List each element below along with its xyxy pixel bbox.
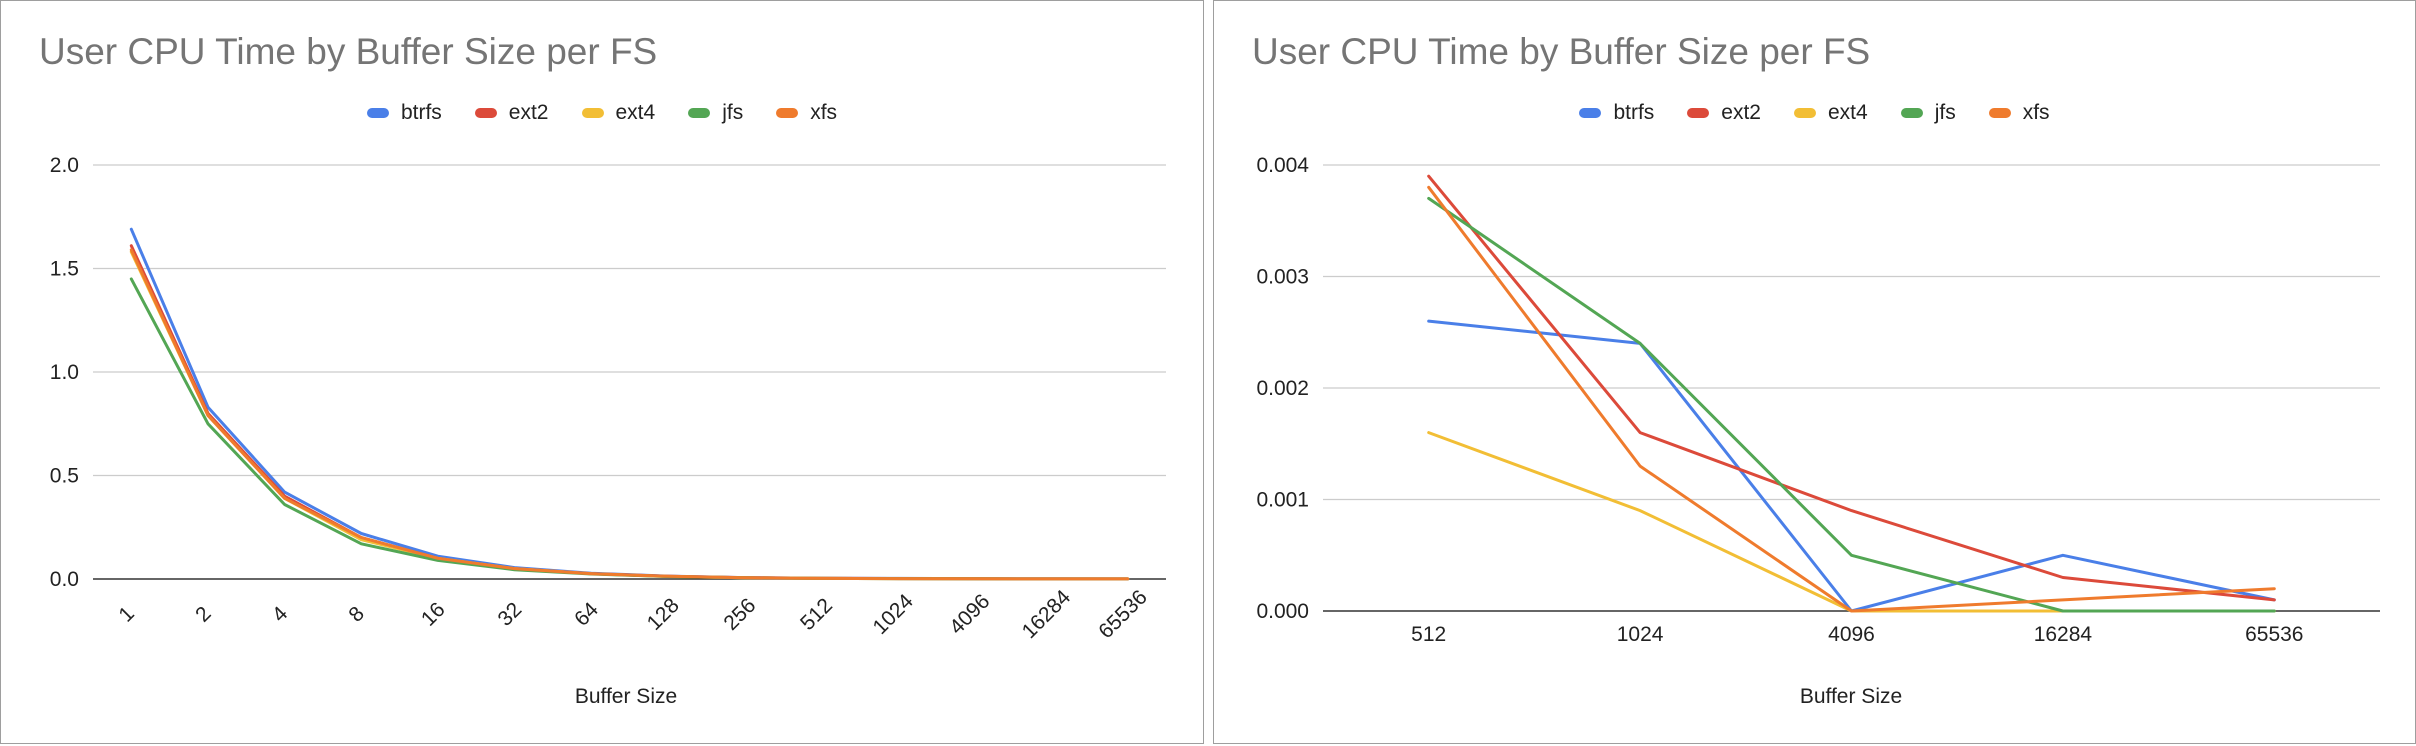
x-axis-title: Buffer Size — [1800, 685, 1902, 708]
legend-swatch — [366, 108, 389, 118]
legend-item-xfs[interactable]: xfs — [776, 101, 837, 125]
y-tick-label: 0.003 — [1256, 266, 1309, 289]
x-tick-label: 8 — [344, 602, 369, 627]
x-tick-label: 4096 — [945, 590, 994, 639]
x-tick-label: 4096 — [1828, 623, 1875, 646]
chart-panel-left: User CPU Time by Buffer Size per FS btrf… — [0, 0, 1204, 744]
x-tick-label: 512 — [1411, 623, 1446, 646]
series-line-ext2 — [129, 244, 1130, 581]
series-line-ext4 — [1427, 431, 2276, 613]
y-tick-label: 0.004 — [1256, 154, 1309, 177]
legend-label: xfs — [810, 101, 838, 124]
x-tick-label: 4 — [268, 602, 293, 627]
legend-item-xfs[interactable]: xfs — [1988, 101, 2050, 125]
x-tick-label: 16284 — [1018, 585, 1076, 643]
legend-item-btrfs[interactable]: btrfs — [366, 101, 442, 125]
chart-legend: btrfs ext2 ext4 jfs xfs — [1214, 101, 2415, 125]
legend-label: jfs — [722, 101, 744, 124]
legend-swatch — [1794, 108, 1816, 118]
legend-label: btrfs — [1613, 101, 1655, 124]
x-tick-label: 64 — [570, 598, 603, 631]
x-tick-label: 16284 — [2034, 623, 2093, 646]
legend-item-ext2[interactable]: ext2 — [474, 101, 549, 125]
series-line-ext2 — [1427, 174, 2276, 602]
series-line-ext4 — [129, 250, 1130, 581]
chart-title: User CPU Time by Buffer Size per FS — [39, 31, 658, 72]
series-line-xfs — [129, 248, 1130, 581]
legend-swatch — [776, 108, 799, 118]
x-tick-label: 1024 — [869, 590, 919, 640]
plot-area: Buffer Size 0.0 0.5 1.0 1.5 2.0 1 2 4 8 16 32 64 128… — [50, 154, 1166, 708]
y-tick-label: 0.001 — [1256, 489, 1309, 512]
x-tick-label: 512 — [796, 594, 837, 635]
y-tick-label: 1.0 — [50, 361, 79, 384]
legend-item-ext2[interactable]: ext2 — [1687, 101, 1761, 125]
legend-label: xfs — [2022, 101, 2050, 124]
legend-item-ext4[interactable]: ext4 — [581, 101, 656, 125]
legend-swatch — [1579, 108, 1602, 118]
y-tick-label: 0.0 — [50, 568, 79, 591]
x-tick-label: 256 — [719, 594, 760, 635]
chart-panel-right: User CPU Time by Buffer Size per FS btrf… — [1213, 0, 2416, 744]
series-line-btrfs — [1427, 319, 2276, 613]
y-tick-label: 1.5 — [50, 258, 79, 281]
legend-swatch — [1687, 108, 1710, 118]
chart-legend: btrfs ext2 ext4 jfs xfs — [1, 101, 1203, 125]
series-line-xfs — [1427, 185, 2276, 613]
legend-item-btrfs[interactable]: btrfs — [1579, 101, 1654, 125]
x-tick-label: 1 — [114, 602, 139, 627]
x-tick-label: 65536 — [2245, 623, 2303, 646]
legend-item-ext4[interactable]: ext4 — [1794, 101, 1868, 125]
legend-label: ext2 — [508, 101, 549, 124]
series-line-jfs — [1427, 196, 2276, 613]
series-line-btrfs — [129, 227, 1130, 581]
legend-label: ext4 — [1828, 101, 1868, 124]
legend-label: ext2 — [1721, 101, 1761, 124]
legend-label: jfs — [1934, 101, 1956, 124]
legend-swatch — [474, 108, 497, 118]
legend-swatch — [1988, 108, 2011, 118]
chart-title: User CPU Time by Buffer Size per FS — [1252, 31, 1871, 72]
x-tick-label: 128 — [643, 594, 684, 635]
legend-swatch — [1900, 108, 1923, 118]
legend-swatch — [581, 108, 604, 118]
y-tick-label: 0.002 — [1256, 377, 1309, 400]
series-line-jfs — [129, 277, 1130, 581]
x-tick-label: 65536 — [1094, 586, 1152, 644]
legend-label: btrfs — [400, 101, 442, 124]
x-tick-label: 1024 — [1617, 623, 1664, 646]
x-axis-title: Buffer Size — [575, 685, 677, 708]
y-tick-label: 0.000 — [1256, 600, 1309, 623]
x-tick-label: 16 — [417, 598, 450, 631]
legend-item-jfs[interactable]: jfs — [1900, 101, 1956, 125]
legend-label: ext4 — [615, 101, 656, 124]
x-tick-label: 32 — [494, 598, 527, 631]
y-tick-label: 0.5 — [50, 465, 79, 488]
y-tick-label: 2.0 — [50, 154, 79, 177]
plot-area: Buffer Size 0.000 0.001 0.002 0.003 0.004 512… — [1256, 154, 2380, 708]
legend-item-jfs[interactable]: jfs — [688, 101, 743, 125]
legend-swatch — [688, 108, 711, 118]
x-tick-label: 2 — [191, 602, 216, 627]
